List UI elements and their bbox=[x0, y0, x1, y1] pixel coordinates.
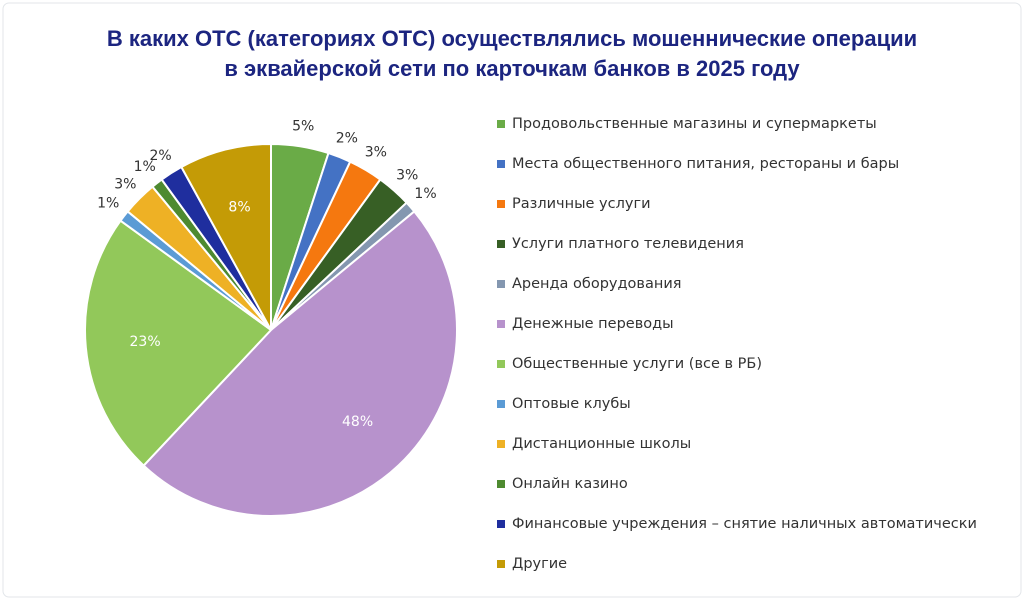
legend-swatch bbox=[497, 480, 505, 488]
pie-slice bbox=[84, 219, 273, 468]
data-label: 2% bbox=[150, 148, 172, 164]
pie-slice bbox=[142, 210, 458, 517]
legend-swatch bbox=[497, 280, 505, 288]
data-label: 8% bbox=[228, 199, 250, 215]
data-label: 48% bbox=[342, 414, 373, 430]
legend-text: Другие bbox=[512, 556, 567, 572]
data-label: 2% bbox=[336, 130, 358, 146]
legend-text: Дистанционные школы bbox=[512, 436, 691, 452]
legend-swatch bbox=[497, 200, 505, 208]
legend-text: Онлайн казино bbox=[512, 476, 628, 492]
legend-swatch bbox=[497, 520, 505, 528]
legend-swatch bbox=[497, 560, 505, 568]
legend-text: Финансовые учреждения – снятие наличных … bbox=[512, 516, 977, 532]
legend-text: Общественные услуги (все в РБ) bbox=[512, 356, 762, 372]
legend-swatch bbox=[497, 120, 505, 128]
data-label: 3% bbox=[396, 167, 418, 183]
legend-text: Денежные переводы bbox=[512, 316, 674, 332]
legend-swatch bbox=[497, 160, 505, 168]
chart-title: в эквайерской сети по карточкам банков в… bbox=[224, 56, 800, 81]
data-label: 1% bbox=[414, 186, 436, 202]
legend-text: Оптовые клубы bbox=[512, 396, 631, 412]
legend-text: Услуги платного телевидения bbox=[512, 236, 744, 252]
data-label: 23% bbox=[130, 334, 161, 350]
pie-slice bbox=[180, 142, 272, 331]
chart-title: В каких ОТС (категориях ОТС) осуществлял… bbox=[107, 26, 917, 51]
legend-swatch bbox=[497, 320, 505, 328]
data-label: 5% bbox=[292, 119, 314, 135]
legend-text: Продовольственные магазины и супермаркет… bbox=[512, 116, 877, 132]
data-label: 1% bbox=[97, 196, 119, 212]
legend-text: Различные услуги bbox=[512, 196, 651, 212]
legend-text: Места общественного питания, рестораны и… bbox=[512, 156, 899, 172]
legend-swatch bbox=[497, 400, 505, 408]
legend-swatch bbox=[497, 360, 505, 368]
legend-swatch bbox=[497, 440, 505, 448]
data-label: 1% bbox=[134, 159, 156, 175]
legend-text: Аренда оборудования bbox=[512, 276, 681, 292]
legend-swatch bbox=[497, 240, 505, 248]
data-label: 3% bbox=[114, 176, 136, 192]
data-label: 3% bbox=[365, 145, 387, 161]
